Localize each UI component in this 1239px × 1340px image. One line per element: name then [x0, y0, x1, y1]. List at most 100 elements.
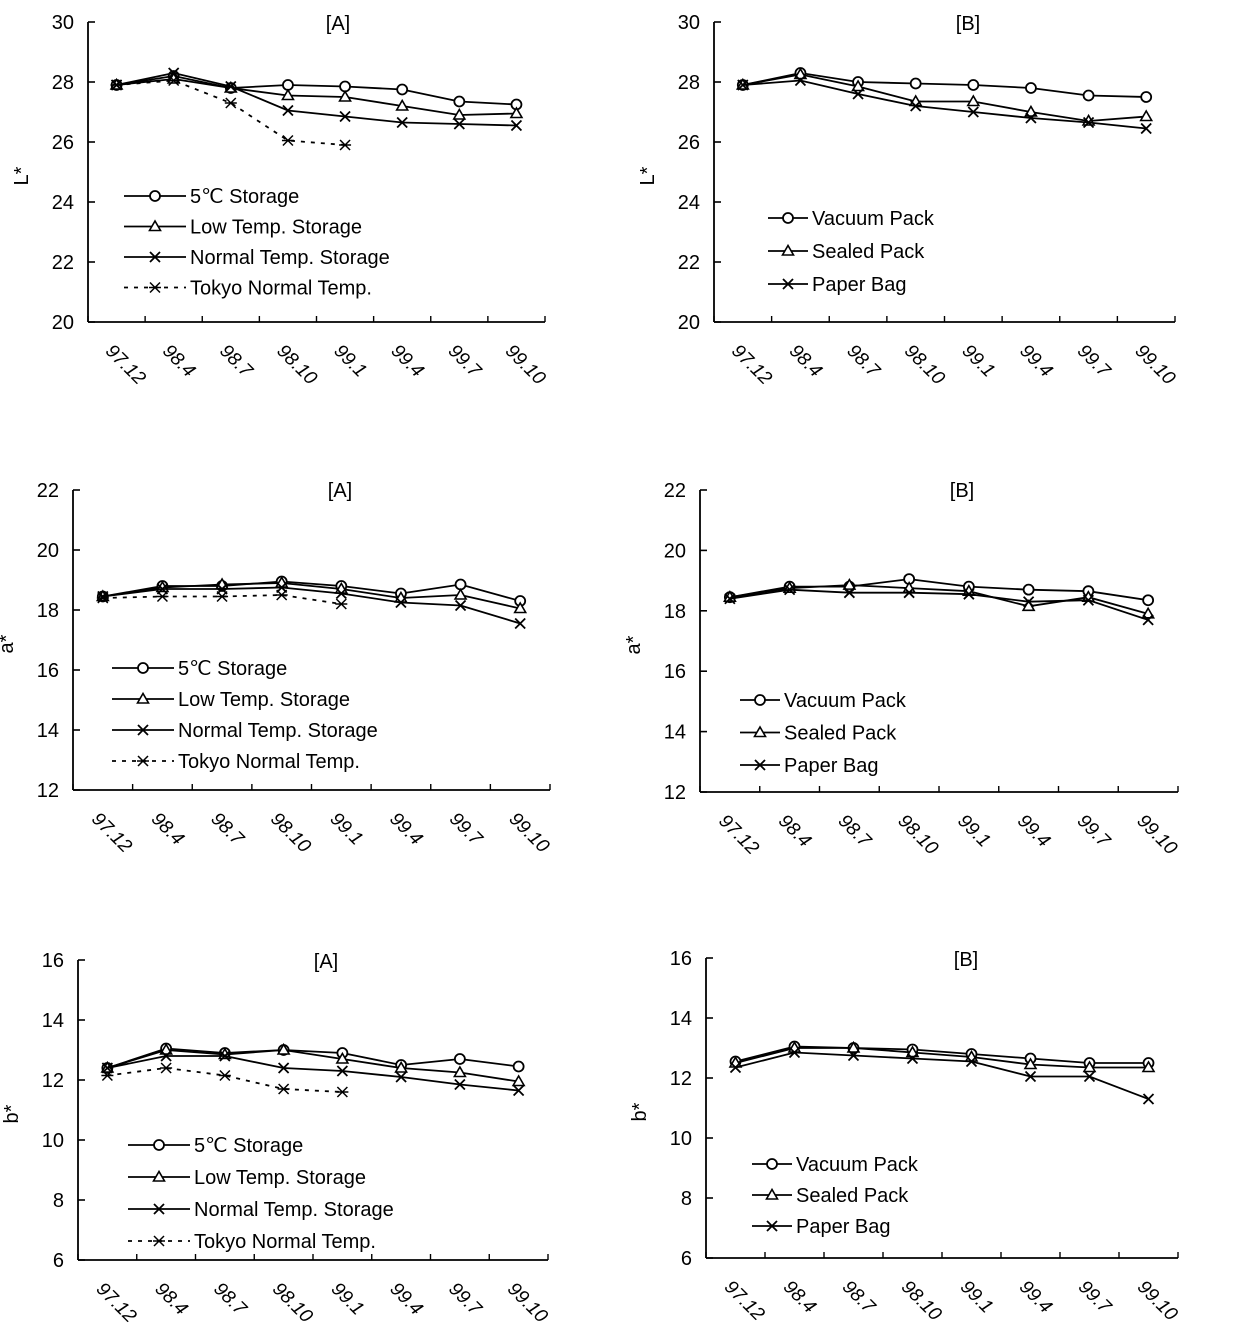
marker-x [453, 118, 465, 130]
marker-circle [153, 1139, 165, 1151]
marker-triangle [905, 1045, 920, 1058]
marker-triangle [1141, 606, 1156, 619]
series-line [729, 584, 1149, 615]
marker-x [510, 119, 523, 132]
marker-x [1024, 1070, 1037, 1083]
marker-circle [396, 83, 409, 96]
y-tick-label: 12 [37, 780, 59, 802]
marker-x [852, 88, 864, 100]
legend-label: Normal Temp. Storage [190, 247, 390, 269]
marker-x [1025, 112, 1037, 124]
y-tick-label: 16 [670, 948, 692, 970]
marker-x [1083, 1070, 1096, 1083]
legend: Vacuum Pack Sealed Pack Paper Bag [768, 208, 935, 296]
legend: 5℃ Storage Low Temp. Storage Normal Temp. … [124, 186, 390, 300]
chart-panel: 20 22 24 26 28 30 97.12 98.4 98.7 98.10 99.1 99.4 99… [11, 12, 550, 389]
marker-star [101, 1069, 114, 1082]
marker-triangle [452, 107, 467, 120]
marker-triangle [276, 1042, 291, 1055]
x-tick-label: 97.12 [727, 341, 776, 390]
marker-x [766, 1220, 778, 1232]
marker-x [277, 1062, 290, 1074]
x-tick-label: 98.7 [215, 341, 257, 383]
legend: Vacuum Pack Sealed Pack Paper Bag [752, 1154, 919, 1238]
series-line [102, 580, 521, 602]
x-tick-label: 99.10 [1133, 1277, 1182, 1326]
x-tick-label: 97.12 [101, 341, 150, 390]
series [96, 589, 348, 610]
marker-triangle [281, 88, 295, 101]
marker-triangle [1139, 109, 1154, 122]
y-tick-label: 16 [37, 660, 59, 682]
y-tick-label: 12 [670, 1068, 692, 1090]
y-tick-label: 18 [37, 600, 59, 622]
marker-x [847, 1049, 860, 1062]
marker-star [275, 589, 288, 601]
marker-x [1142, 614, 1154, 626]
series-line [107, 1067, 343, 1093]
x-tick-label: 99.7 [444, 341, 486, 383]
legend-label: Low Temp. Storage [194, 1167, 366, 1189]
series-line [107, 1047, 519, 1069]
marker-circle [453, 95, 466, 108]
marker-x [219, 1050, 231, 1062]
chart-panel: 6 8 10 12 14 16 97.12 98.4 98.7 98.10 99.1 99.4 99.7… [629, 948, 1182, 1325]
marker-x [843, 587, 856, 599]
marker-triangle [793, 67, 808, 80]
chart-title: [A] [326, 13, 350, 35]
y-axis-label: a* [0, 634, 18, 653]
series-line [742, 73, 1147, 122]
marker-star [149, 281, 161, 294]
marker-x [963, 588, 975, 600]
marker-star [167, 74, 180, 87]
series [101, 1062, 349, 1098]
marker-star [110, 79, 123, 91]
x-tick-label: 97.12 [87, 809, 136, 858]
marker-x [160, 1050, 172, 1062]
y-tick-label: 16 [42, 950, 64, 972]
y-tick-label: 14 [670, 1008, 692, 1030]
marker-triangle [148, 219, 162, 232]
legend-label: Tokyo Normal Temp. [178, 751, 360, 773]
marker-x [512, 1084, 525, 1097]
marker-star [96, 592, 109, 604]
marker-x [724, 593, 736, 605]
marker-x [514, 617, 526, 630]
y-tick-label: 8 [681, 1188, 692, 1210]
marker-triangle [765, 1187, 779, 1200]
marker-circle [967, 79, 980, 91]
marker-x [454, 1078, 466, 1091]
marker-x [737, 79, 749, 91]
y-axis-label: b* [629, 1102, 651, 1121]
legend-label: Sealed Pack [784, 723, 897, 745]
x-tick-label: 98.7 [834, 811, 876, 853]
y-axis-label: a* [623, 635, 645, 654]
legend-label: 5℃ Storage [178, 658, 287, 680]
y-axis-label: L* [11, 166, 33, 185]
y-tick-label: 8 [53, 1190, 64, 1212]
y-tick-label: 12 [42, 1070, 64, 1092]
marker-triangle [753, 725, 767, 738]
legend-label: Sealed Pack [812, 241, 925, 263]
y-tick-label: 6 [53, 1250, 64, 1272]
marker-triangle [338, 89, 352, 102]
marker-x [967, 106, 979, 118]
legend-label: Tokyo Normal Temp. [194, 1231, 376, 1253]
x-tick-label: 98.7 [838, 1277, 880, 1319]
marker-triangle [159, 1042, 174, 1055]
marker-x [729, 1061, 742, 1074]
marker-x [454, 599, 467, 612]
marker-x [1082, 594, 1095, 606]
x-tick-label: 99.1 [330, 341, 371, 382]
legend-label: Normal Temp. Storage [194, 1199, 394, 1221]
series-line [735, 1045, 1149, 1064]
x-tick-label: 98.4 [158, 341, 199, 382]
marker-star [336, 1086, 349, 1098]
y-tick-label: 30 [678, 12, 700, 34]
legend-label: Paper Bag [784, 755, 879, 777]
series-line [107, 1049, 519, 1083]
x-tick-label: 98.10 [900, 341, 949, 390]
y-tick-label: 24 [52, 192, 74, 214]
marker-triangle [513, 601, 528, 614]
legend-label: Normal Temp. Storage [178, 720, 378, 742]
